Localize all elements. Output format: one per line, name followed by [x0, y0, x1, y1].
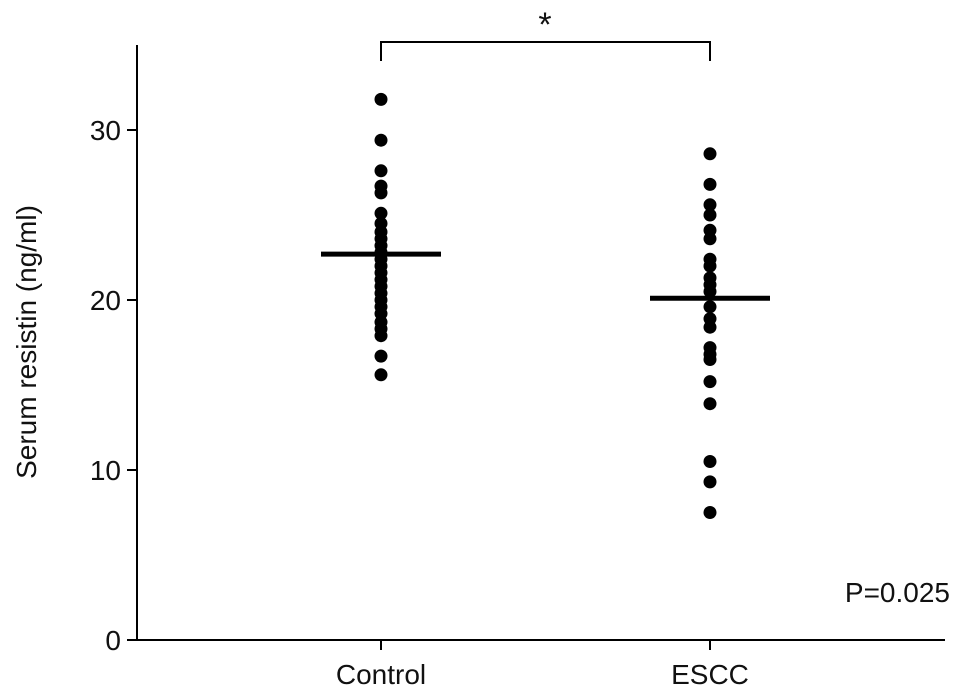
data-point — [374, 349, 388, 363]
axes — [136, 45, 945, 641]
y-axis-title: Serum resistin (ng/ml) — [11, 205, 42, 479]
data-point — [374, 164, 388, 178]
x-tick-label: ESCC — [671, 659, 749, 690]
data-point — [703, 232, 717, 246]
data-point — [703, 455, 717, 468]
y-tick-label: 10 — [90, 455, 121, 486]
data-points — [374, 92, 717, 519]
data-point — [703, 397, 717, 411]
data-point — [703, 506, 717, 519]
data-point — [374, 92, 388, 106]
bracket-line — [380, 41, 711, 61]
significance-bracket: * — [380, 6, 711, 61]
data-point — [703, 353, 717, 366]
group-means — [321, 251, 770, 301]
data-point — [374, 133, 388, 147]
data-point — [703, 259, 717, 273]
data-point — [703, 300, 717, 314]
y-tick-label: 30 — [90, 115, 121, 146]
data-point — [374, 329, 388, 343]
x-tick-label: Control — [336, 659, 426, 690]
data-point — [374, 368, 388, 382]
y-tick-label: 20 — [90, 285, 121, 316]
data-point — [703, 177, 717, 191]
data-point — [703, 285, 717, 298]
data-point — [703, 375, 717, 389]
p-value-label: P=0.025 — [845, 577, 950, 608]
x-ticks: Control ESCC — [336, 640, 749, 690]
data-point — [703, 475, 717, 489]
y-ticks: 0 10 20 30 — [90, 115, 137, 656]
data-point — [703, 147, 717, 161]
significance-star: * — [538, 6, 551, 44]
data-point — [703, 208, 717, 222]
data-point — [374, 206, 388, 220]
data-point — [703, 320, 717, 334]
data-point — [703, 198, 717, 212]
y-tick-label: 0 — [105, 625, 121, 656]
data-point — [374, 186, 388, 200]
